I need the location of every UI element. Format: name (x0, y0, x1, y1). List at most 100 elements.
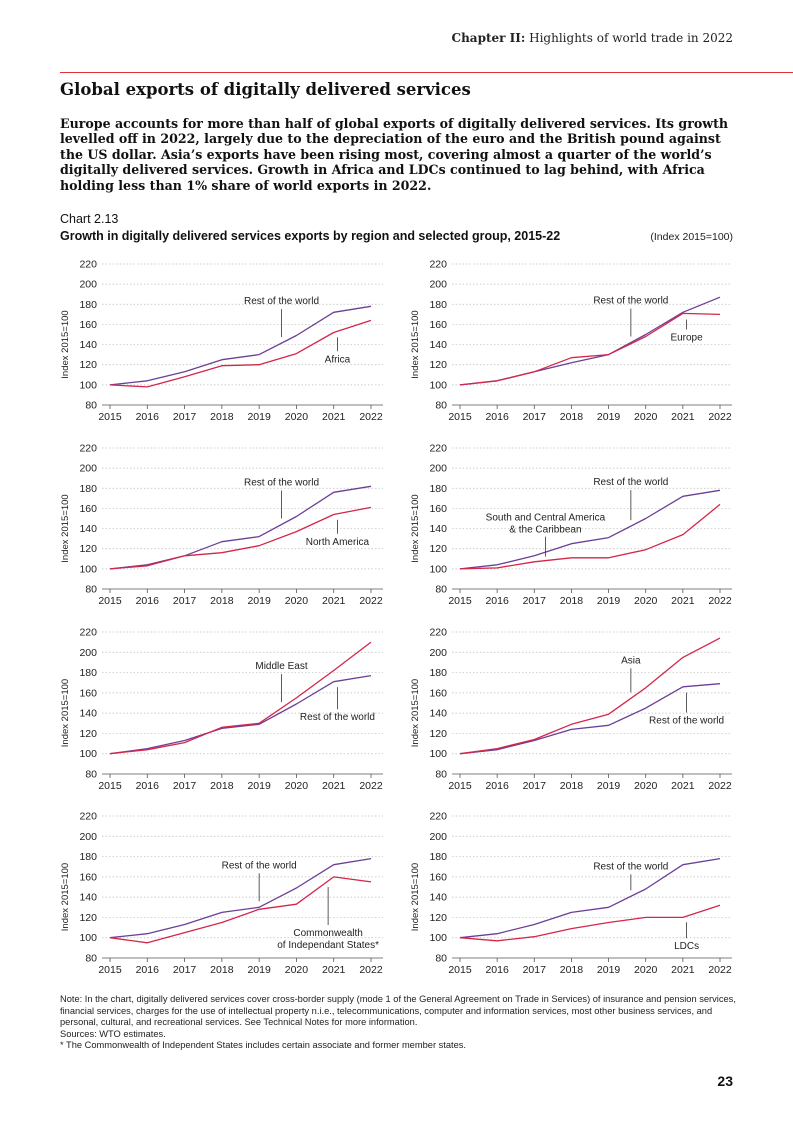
y-tick-label: 80 (435, 400, 447, 412)
y-tick-label: 220 (429, 627, 447, 639)
series-line-region (459, 904, 721, 942)
series-line-region (459, 637, 721, 755)
x-tick-label: 2017 (173, 595, 197, 607)
annotation-label: of Independant States* (277, 940, 379, 951)
x-tick-label: 2016 (136, 780, 160, 792)
x-tick-label: 2017 (523, 595, 547, 607)
y-tick-label: 180 (79, 667, 97, 679)
x-tick-label: 2021 (322, 411, 346, 423)
y-tick-label: 100 (429, 563, 447, 575)
annotation-label: Europe (670, 332, 703, 343)
y-tick-label: 120 (429, 728, 447, 740)
header-rule (60, 72, 793, 73)
y-tick-label: 160 (79, 687, 97, 699)
x-tick-label: 2017 (523, 411, 547, 423)
x-tick-label: 2021 (322, 964, 346, 976)
y-tick-label: 100 (429, 932, 447, 944)
y-tick-label: 200 (429, 279, 447, 291)
annotation-label: LDCs (674, 941, 699, 952)
chart-panel-5: 80 100 120 140 160 180 200 220 2015 2016 2017 2018 2… (60, 627, 383, 792)
series-line-region (109, 641, 372, 755)
y-tick-label: 120 (79, 728, 97, 740)
y-axis-label: Index 2015=100 (410, 863, 421, 931)
series-line-rest-of-world (109, 485, 372, 570)
series-line-region (109, 876, 372, 944)
y-tick-label: 200 (79, 831, 97, 843)
x-tick-label: 2016 (485, 411, 509, 423)
x-tick-label: 2016 (485, 595, 509, 607)
x-tick-label: 2022 (708, 964, 732, 976)
annotation-label: Rest of the world (300, 712, 375, 723)
x-tick-label: 2019 (247, 780, 271, 792)
annotation-label: & the Caribbean (509, 525, 581, 536)
series-line-rest-of-world (459, 857, 721, 939)
y-tick-label: 220 (429, 443, 447, 455)
y-tick-label: 140 (429, 523, 447, 535)
annotation-label: Rest of the world (593, 861, 668, 872)
x-tick-label: 2020 (285, 780, 309, 792)
x-tick-label: 2017 (173, 411, 197, 423)
annotation-label: Rest of the world (593, 477, 668, 488)
x-tick-label: 2019 (247, 964, 271, 976)
x-tick-label: 2022 (708, 595, 732, 607)
y-tick-label: 200 (429, 647, 447, 659)
x-tick-label: 2020 (285, 964, 309, 976)
y-tick-label: 200 (429, 463, 447, 475)
x-tick-label: 2019 (597, 595, 621, 607)
chart-number: Chart 2.13 (60, 212, 119, 226)
y-tick-label: 80 (435, 584, 447, 596)
y-tick-label: 100 (429, 379, 447, 391)
y-tick-label: 160 (79, 503, 97, 515)
y-tick-label: 100 (429, 748, 447, 760)
x-tick-label: 2019 (597, 780, 621, 792)
annotation-label: North America (306, 537, 370, 548)
series-line-region (459, 312, 721, 386)
x-tick-label: 2022 (708, 780, 732, 792)
x-tick-label: 2022 (359, 411, 383, 423)
y-tick-label: 80 (85, 400, 97, 412)
annotation-label: Africa (325, 354, 351, 365)
chart-panel-3: 80 100 120 140 160 180 200 220 2015 2016 2017 2018 2… (60, 443, 383, 607)
x-tick-label: 2018 (210, 964, 234, 976)
y-tick-label: 100 (79, 748, 97, 760)
x-tick-label: 2019 (597, 411, 621, 423)
x-tick-label: 2021 (671, 411, 695, 423)
annotation-label: Commonwealth (293, 928, 362, 939)
y-tick-label: 140 (429, 708, 447, 720)
chart-panel-1: 80 100 120 140 160 180 200 220 2015 2016 2017 2018 2… (60, 259, 383, 423)
footnote-text: * The Commonwealth of Independent States… (60, 1040, 467, 1051)
page-title: Global exports of digitally delivered se… (60, 80, 471, 99)
x-tick-label: 2022 (359, 780, 383, 792)
annotation-label: Rest of the world (649, 715, 724, 726)
y-tick-label: 160 (429, 503, 447, 515)
x-tick-label: 2022 (359, 595, 383, 607)
series-line-region (459, 503, 721, 570)
y-tick-label: 220 (79, 627, 97, 639)
y-tick-label: 160 (429, 319, 447, 331)
x-tick-label: 2021 (671, 780, 695, 792)
y-axis-label: Index 2015=100 (410, 310, 421, 378)
x-tick-label: 2016 (136, 964, 160, 976)
y-tick-label: 160 (79, 319, 97, 331)
x-tick-label: 2017 (523, 964, 547, 976)
y-tick-label: 120 (79, 359, 97, 371)
annotation-label: Rest of the world (244, 296, 319, 307)
y-tick-label: 160 (429, 871, 447, 883)
y-tick-label: 160 (429, 687, 447, 699)
y-axis-label: Index 2015=100 (60, 310, 71, 378)
x-tick-label: 2018 (210, 780, 234, 792)
y-tick-label: 180 (429, 851, 447, 863)
y-tick-label: 120 (429, 912, 447, 924)
y-tick-label: 100 (79, 563, 97, 575)
x-tick-label: 2016 (485, 964, 509, 976)
series-line-region (109, 319, 372, 388)
x-tick-label: 2015 (98, 964, 122, 976)
series-line-rest-of-world (109, 857, 372, 939)
x-tick-label: 2020 (285, 411, 309, 423)
y-tick-label: 180 (429, 299, 447, 311)
x-tick-label: 2020 (634, 964, 658, 976)
x-tick-label: 2020 (634, 595, 658, 607)
x-tick-label: 2015 (98, 411, 122, 423)
annotation-label: Rest of the world (593, 296, 668, 307)
